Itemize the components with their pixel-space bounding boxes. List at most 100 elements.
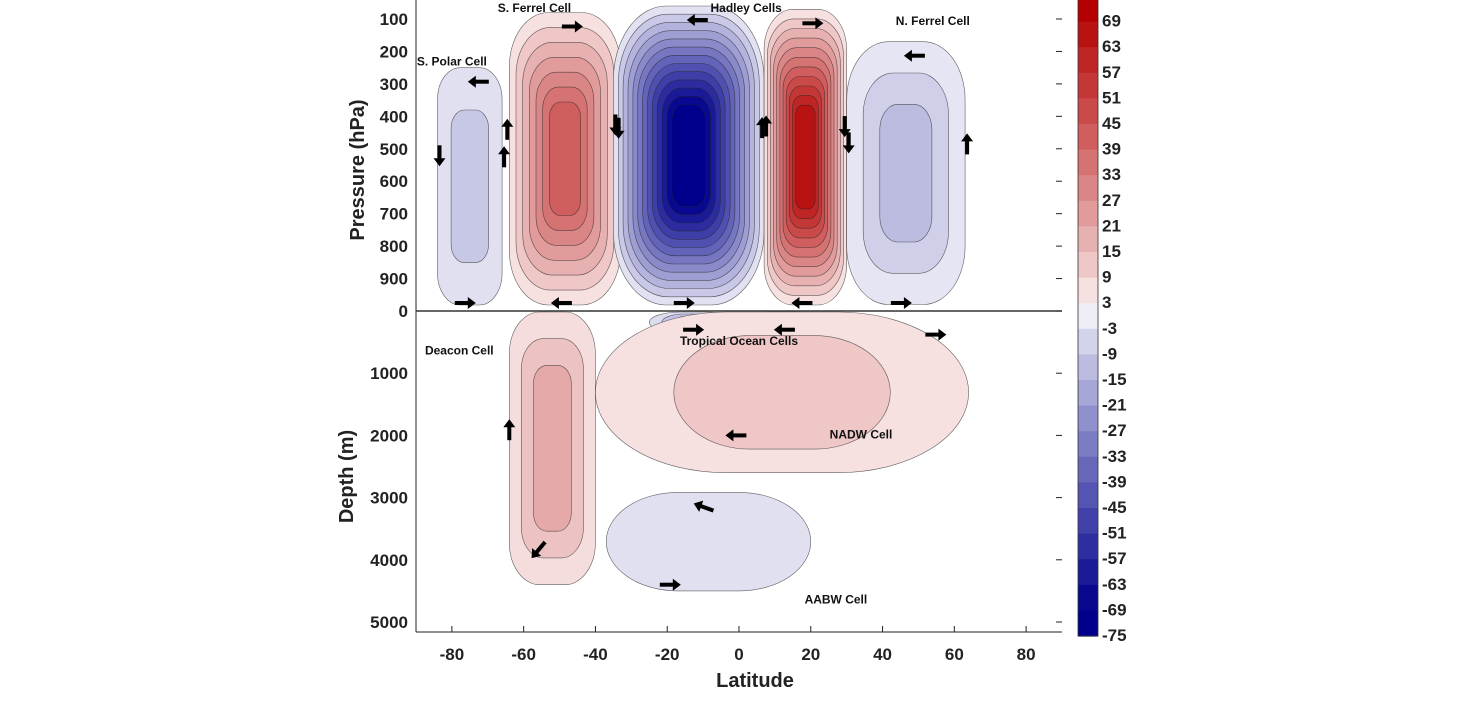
cell-label: N. Ferrel Cell — [896, 14, 970, 28]
x-tick-label: 80 — [1017, 645, 1036, 664]
flow-arrow-down — [838, 116, 851, 138]
colorbar-swatch — [1078, 98, 1098, 125]
contour-band — [450, 109, 489, 263]
flow-arrow-bottom — [673, 297, 695, 309]
colorbar-label: 3 — [1102, 293, 1111, 312]
colorbar-swatch — [1078, 354, 1098, 381]
contour-band — [879, 104, 933, 243]
colorbar-swatch — [1078, 149, 1098, 176]
flow-arrow-up — [501, 118, 514, 140]
contour-band — [605, 492, 812, 592]
colorbar-label: 45 — [1102, 114, 1121, 133]
pressure-tick-label: 400 — [380, 107, 408, 126]
colorbar-swatch — [1078, 175, 1098, 202]
colorbar-swatch — [1078, 0, 1098, 23]
pressure-tick-label: 600 — [380, 172, 408, 191]
colorbar-label: 27 — [1102, 191, 1121, 210]
colorbar-label: 63 — [1102, 37, 1121, 56]
colorbar-swatch — [1078, 200, 1098, 227]
cell-aabw-cell — [605, 492, 812, 592]
flow-arrow-down — [531, 540, 547, 559]
cell-n-ferrel-cell — [846, 41, 966, 305]
flow-arrow-top — [561, 20, 583, 33]
labels-layer: S. Polar Cell S. Ferrel Cell Hadley Cells N… — [417, 1, 970, 606]
x-axis-title: Latitude — [716, 670, 794, 692]
x-tick-label: 20 — [801, 645, 820, 664]
colorbar-swatch — [1078, 584, 1098, 611]
colorbar-label: 69 — [1102, 12, 1121, 31]
contour-band — [549, 101, 581, 216]
flow-arrow-deep — [693, 500, 715, 513]
flow-arrow-bottom — [890, 297, 912, 309]
axes-layer: -80 -60 -40 -20 0 20 40 60 80 100 200 300 400 500 600 7… — [336, 0, 1062, 692]
colorbar-swatch — [1078, 533, 1098, 560]
colorbar-label: 57 — [1102, 63, 1121, 82]
colorbar-frame — [1077, 0, 1099, 637]
flow-arrow-top — [467, 75, 489, 88]
pressure-tick-label: 300 — [380, 75, 408, 94]
flow-arrow-up — [498, 146, 511, 168]
colorbar-label: 33 — [1102, 165, 1121, 184]
cell-label: S. Ferrel Cell — [498, 1, 571, 15]
x-tick-label: -20 — [655, 645, 680, 664]
colorbar-swatch — [1078, 456, 1098, 483]
colorbar-swatch — [1078, 47, 1098, 74]
arrows-layer — [433, 14, 974, 591]
cell-s-ferrel-cell — [508, 12, 621, 306]
pressure-tick-label: 100 — [380, 10, 408, 29]
x-tick-label: 60 — [945, 645, 964, 664]
depth-tick-label: 1000 — [370, 364, 408, 383]
cell-label: NADW Cell — [830, 428, 893, 442]
colorbar-label: 21 — [1102, 216, 1121, 235]
colorbar-swatch — [1078, 72, 1098, 99]
colorbar-label: -75 — [1102, 626, 1127, 645]
cell-label: S. Polar Cell — [417, 54, 487, 68]
colorbar-swatch — [1078, 252, 1098, 279]
colorbar-label: -51 — [1102, 524, 1127, 543]
colorbar-swatch — [1078, 405, 1098, 432]
colorbar-swatch — [1078, 277, 1098, 304]
depth-axis-title: Depth (m) — [336, 430, 358, 523]
colorbar-swatch — [1078, 21, 1098, 48]
x-tick-label: -40 — [583, 645, 608, 664]
colorbar-label: -63 — [1102, 575, 1127, 594]
flow-arrow-top — [903, 49, 925, 62]
colorbar-swatch — [1078, 431, 1098, 458]
flow-arrow-up — [756, 117, 769, 139]
flow-arrow-down — [433, 145, 446, 167]
pressure-tick-label: 0 — [399, 302, 408, 321]
flow-arrow-surface — [683, 323, 705, 336]
contour-band — [673, 335, 891, 450]
pressure-tick-label: 200 — [380, 42, 408, 61]
colorbar-label: -21 — [1102, 396, 1127, 415]
cell-s-polar-cell — [437, 67, 503, 306]
colorbar-swatch — [1078, 124, 1098, 151]
colorbar-label: 39 — [1102, 140, 1121, 159]
depth-tick-label: 2000 — [370, 426, 408, 445]
cell-hadley-cells — [763, 9, 847, 306]
x-tick-label: -80 — [440, 645, 465, 664]
colorbar-label: -33 — [1102, 447, 1127, 466]
cell-hadley-cells — [613, 5, 765, 306]
pressure-tick-label: 800 — [380, 237, 408, 256]
depth-tick-label: 3000 — [370, 489, 408, 508]
cell-label: Deacon Cell — [425, 344, 494, 358]
flow-arrow-deep — [725, 429, 747, 442]
x-tick-label: 0 — [734, 645, 743, 664]
colorbar-swatch — [1078, 328, 1098, 355]
colorbar-label: -45 — [1102, 498, 1127, 517]
colorbar-swatch — [1078, 482, 1098, 509]
pressure-axis-title: Pressure (hPa) — [347, 99, 369, 240]
depth-tick-label: 5000 — [370, 613, 408, 632]
pressure-tick-label: 700 — [380, 205, 408, 224]
cell-label: Hadley Cells — [710, 1, 782, 15]
flow-arrow-down — [842, 132, 855, 154]
colorbar-label: -69 — [1102, 600, 1127, 619]
flow-arrow-up — [503, 419, 516, 441]
colorbar-label: -39 — [1102, 472, 1127, 491]
colorbar-swatch — [1078, 226, 1098, 253]
flow-arrow-top — [686, 14, 708, 26]
cell-nadw-cell — [595, 311, 969, 473]
pressure-tick-label: 500 — [380, 140, 408, 159]
